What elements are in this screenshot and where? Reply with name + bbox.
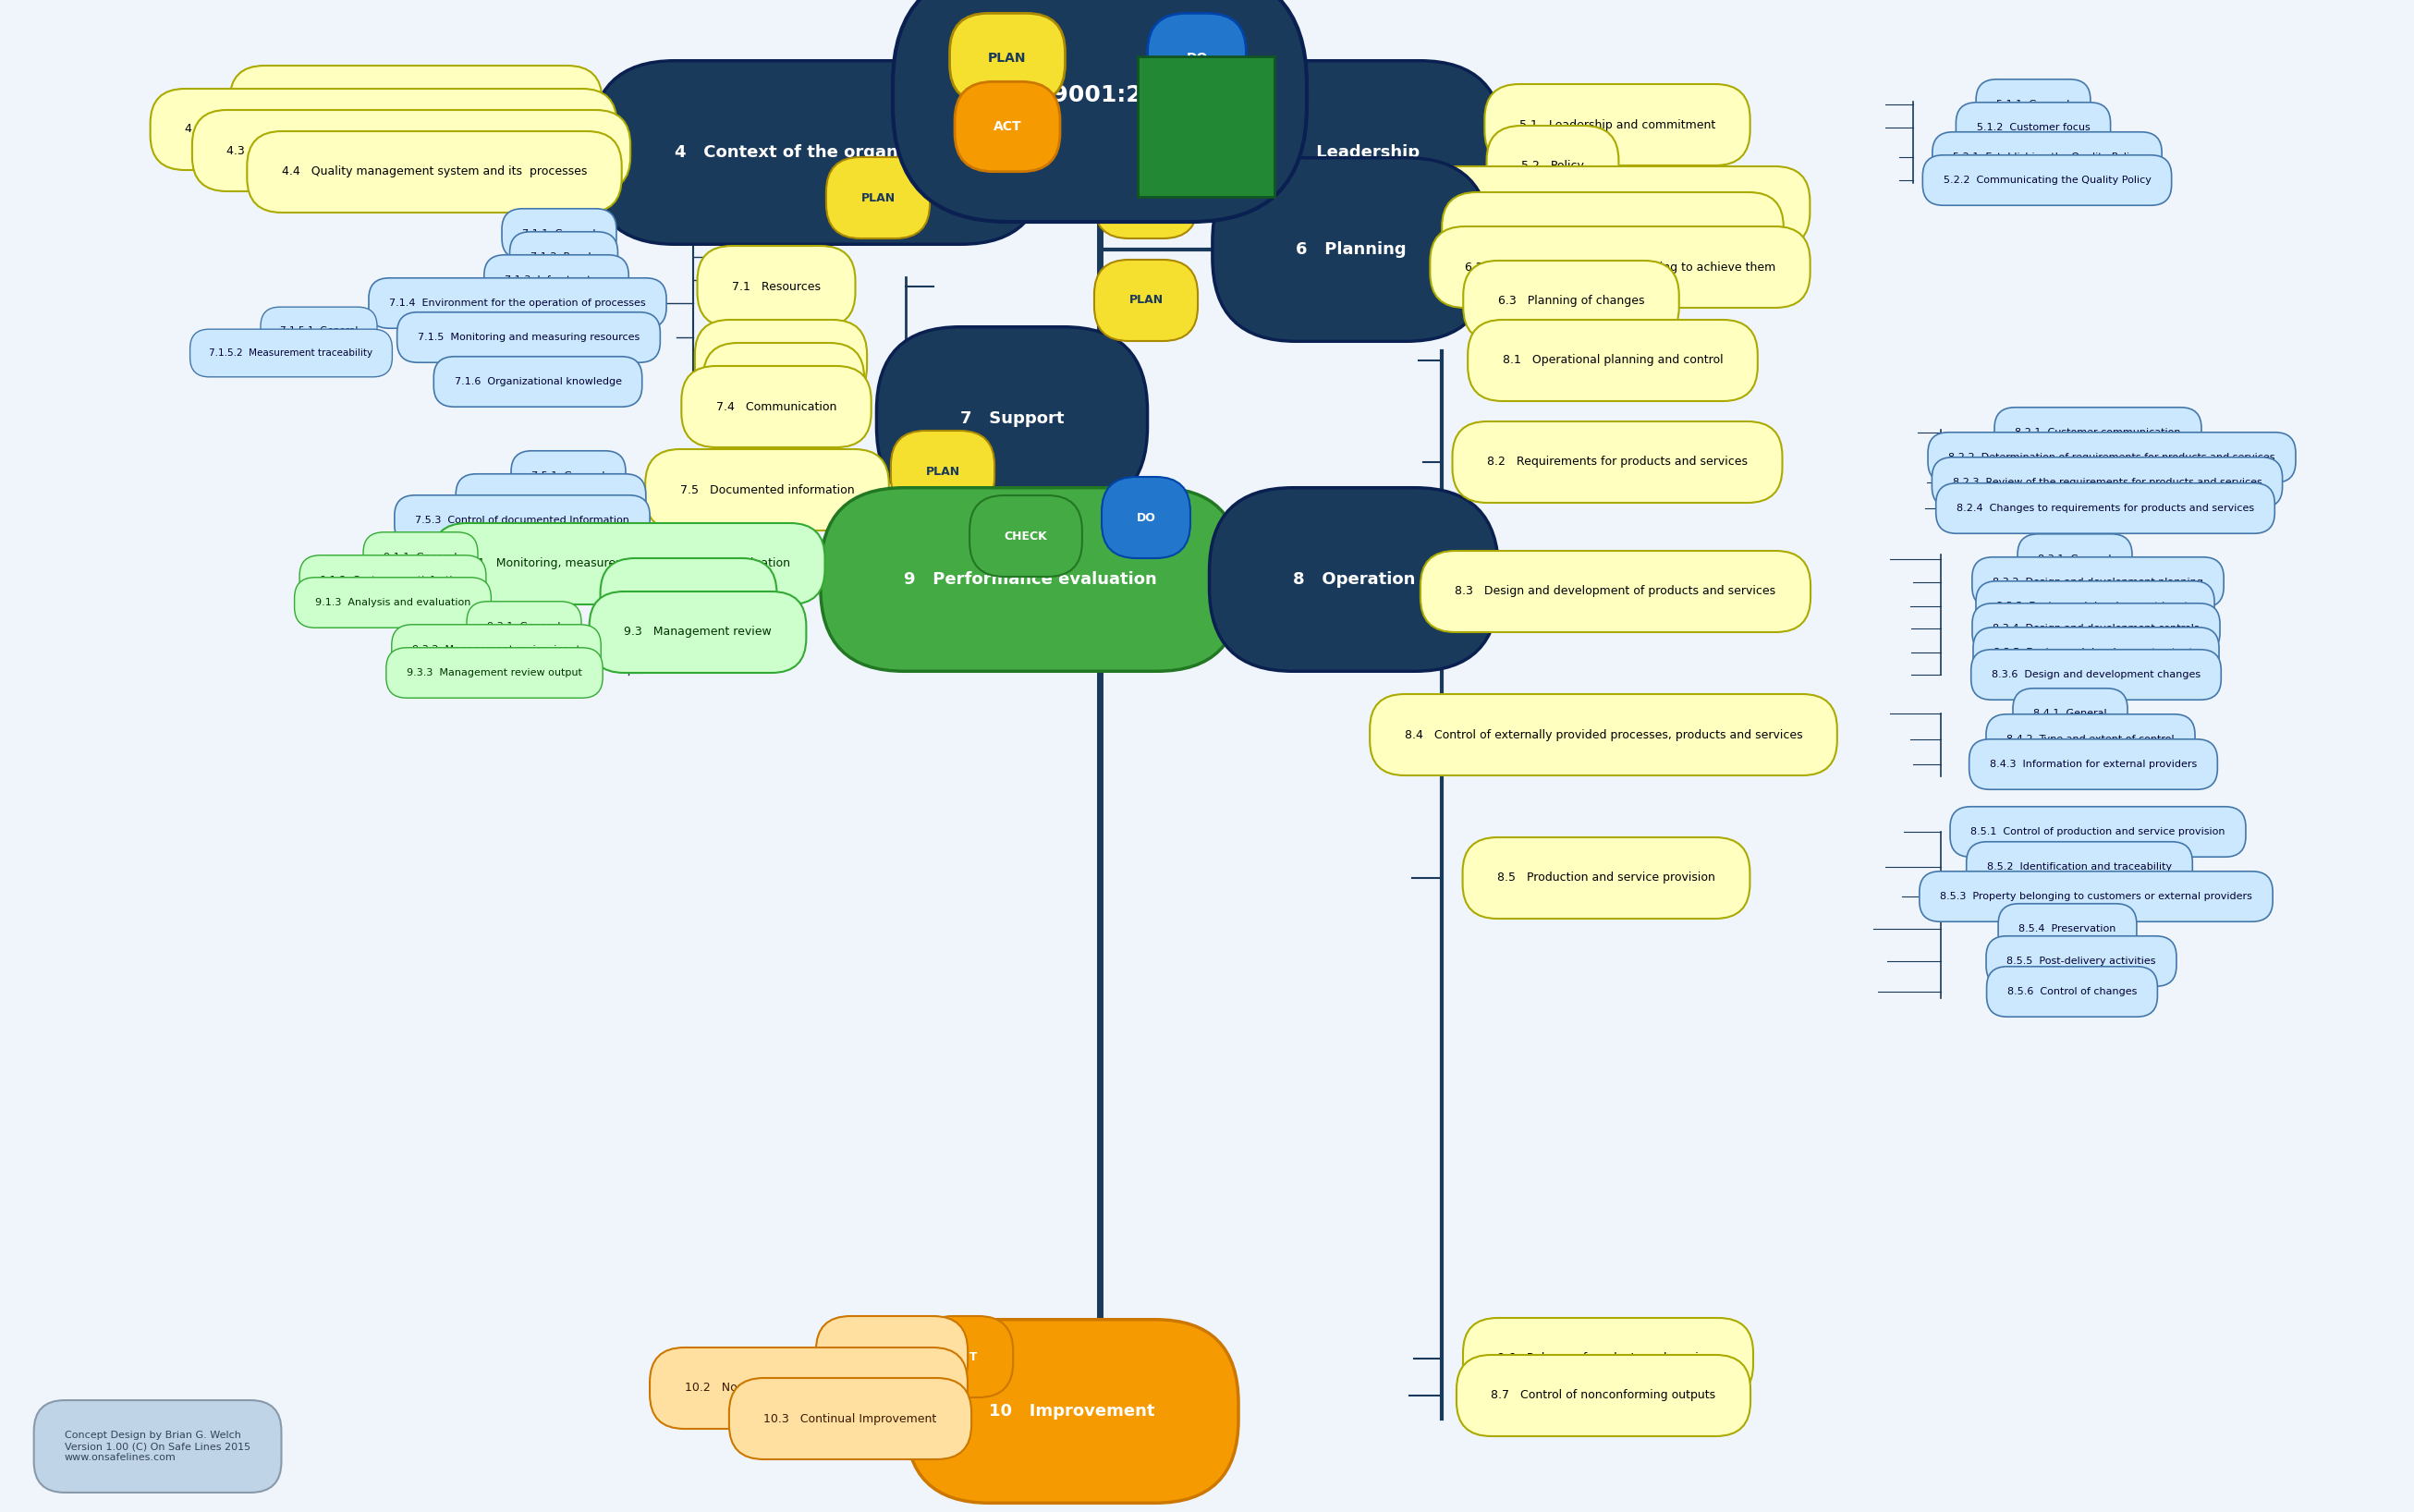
Text: 5.1.2  Customer focus: 5.1.2 Customer focus xyxy=(1977,122,2091,132)
Text: 9.3   Management review: 9.3 Management review xyxy=(623,626,772,638)
Text: 7.1.2  People: 7.1.2 People xyxy=(531,253,596,262)
Text: ACT: ACT xyxy=(992,119,1021,133)
Text: PLAN: PLAN xyxy=(862,192,896,204)
Text: 8.5.1  Control of production and service provision: 8.5.1 Control of production and service … xyxy=(1970,827,2226,836)
Text: PDCA cycle: PDCA cycle xyxy=(1060,24,1139,38)
Text: 8.4.3  Information for external providers: 8.4.3 Information for external providers xyxy=(1989,759,2197,770)
Text: 4   Context of the organization: 4 Context of the organization xyxy=(674,144,961,160)
Text: 7.5.3  Control of documented Information: 7.5.3 Control of documented Information xyxy=(415,516,630,525)
Text: 8.3.6  Design and development changes: 8.3.6 Design and development changes xyxy=(1992,670,2202,679)
Text: 8.2.4  Changes to requirements for products and services: 8.2.4 Changes to requirements for produc… xyxy=(1955,503,2255,513)
Text: 7.5.2  Creating and updating: 7.5.2 Creating and updating xyxy=(476,494,625,503)
Text: 6.1   Actions to address risks and opportunities: 6.1 Actions to address risks and opportu… xyxy=(1477,227,1748,239)
Text: 7.1.6  Organizational knowledge: 7.1.6 Organizational knowledge xyxy=(454,376,620,387)
Text: 6   Planning: 6 Planning xyxy=(1296,242,1407,259)
Text: 9.1   Monitoring, measurement, analysis and evaluation: 9.1 Monitoring, measurement, analysis an… xyxy=(466,558,789,570)
Text: 8.6   Release of products and services: 8.6 Release of products and services xyxy=(1497,1353,1719,1365)
Text: 8   Operation: 8 Operation xyxy=(1294,572,1415,588)
Text: 8.3.1  General: 8.3.1 General xyxy=(2037,555,2112,564)
Text: 9.3.2  Management review input: 9.3.2 Management review input xyxy=(413,646,579,655)
Text: 4.2  Understanding the needs and expectations of interested parties: 4.2 Understanding the needs and expectat… xyxy=(186,124,582,136)
Text: 8.5   Production and service provision: 8.5 Production and service provision xyxy=(1497,872,1716,885)
Text: 7.1.3  Infrastructure: 7.1.3 Infrastructure xyxy=(505,275,608,284)
Text: 8.3.4  Design and development controls: 8.3.4 Design and development controls xyxy=(1992,624,2199,634)
Text: 7.1.5.2  Measurement traceability: 7.1.5.2 Measurement traceability xyxy=(210,348,374,358)
Text: 5.3   Organizational roles, responsibilities and  authorities: 5.3 Organizational roles, responsibiliti… xyxy=(1441,201,1774,213)
Text: 7.1.4  Environment for the operation of processes: 7.1.4 Environment for the operation of p… xyxy=(389,298,647,308)
Text: 6.2   Quality objectives and planning to achieve them: 6.2 Quality objectives and planning to a… xyxy=(1465,262,1774,274)
Text: 8.3.5  Design and development outputs: 8.3.5 Design and development outputs xyxy=(1994,647,2199,658)
Text: PLAN: PLAN xyxy=(925,466,961,478)
Text: PLAN: PLAN xyxy=(1130,295,1164,307)
Text: 4.4   Quality management system and its  processes: 4.4 Quality management system and its pr… xyxy=(282,166,587,178)
Text: 8.4.1  General: 8.4.1 General xyxy=(2033,709,2107,718)
Text: 4.3   Determining the scope of the quality management system: 4.3 Determining the scope of the quality… xyxy=(227,145,596,157)
Text: 7.1.5  Monitoring and measuring resources: 7.1.5 Monitoring and measuring resources xyxy=(418,333,640,342)
Text: 9.3.1  General: 9.3.1 General xyxy=(488,621,560,631)
Text: 9.2   Internal audit: 9.2 Internal audit xyxy=(635,593,741,605)
Text: 5.2   Policy: 5.2 Policy xyxy=(1521,160,1584,172)
Text: ISO9001:2015: ISO9001:2015 xyxy=(1009,85,1190,106)
Text: 8.2.3  Review of the requirements for products and services: 8.2.3 Review of the requirements for pro… xyxy=(1953,478,2262,487)
Text: 8.5.3  Property belonging to customers or external providers: 8.5.3 Property belonging to customers or… xyxy=(1941,892,2252,901)
Text: 8.5.4  Preservation: 8.5.4 Preservation xyxy=(2018,924,2117,933)
Text: 6.3   Planning of changes: 6.3 Planning of changes xyxy=(1499,295,1644,307)
Text: DO: DO xyxy=(1185,51,1207,65)
Text: 10   Improvement: 10 Improvement xyxy=(990,1403,1154,1420)
Text: Concept Design by Brian G. Welch
Version 1.00 (C) On Safe Lines 2015
www.onsafel: Concept Design by Brian G. Welch Version… xyxy=(65,1430,251,1462)
Text: 5.1   Leadership and commitment: 5.1 Leadership and commitment xyxy=(1518,119,1716,130)
Text: 10.3   Continual Improvement: 10.3 Continual Improvement xyxy=(763,1412,937,1424)
Text: 8.1   Operational planning and control: 8.1 Operational planning and control xyxy=(1502,354,1724,366)
Text: ACT: ACT xyxy=(954,1350,978,1362)
Text: CHECK: CHECK xyxy=(1004,531,1048,541)
Text: 8.4.2  Type and extent of control: 8.4.2 Type and extent of control xyxy=(2006,735,2175,744)
Text: PLAN: PLAN xyxy=(987,51,1026,65)
Text: 8.4   Control of externally provided processes, products and services: 8.4 Control of externally provided proce… xyxy=(1405,729,1803,741)
Text: 5   Leadership: 5 Leadership xyxy=(1287,144,1419,160)
Text: 7.5   Documented information: 7.5 Documented information xyxy=(681,484,855,496)
Text: 8.3.2  Design and development planning: 8.3.2 Design and development planning xyxy=(1992,578,2204,587)
Text: 9.1.1  General: 9.1.1 General xyxy=(384,553,456,562)
Text: 4.1   Understanding the organization and its context: 4.1 Understanding the organization and i… xyxy=(266,100,567,112)
Text: 7.1.5.1  General: 7.1.5.1 General xyxy=(280,327,357,336)
Text: 5.1.1  General: 5.1.1 General xyxy=(1996,100,2069,109)
Text: 8.3   Design and development of products and services: 8.3 Design and development of products a… xyxy=(1456,585,1777,597)
Text: 8.5.6  Control of changes: 8.5.6 Control of changes xyxy=(2006,987,2136,996)
Text: 8.3.3  Design and development inputs: 8.3.3 Design and development inputs xyxy=(1996,602,2194,611)
Text: 7.5.1  General: 7.5.1 General xyxy=(531,472,606,481)
Text: 7.1   Resources: 7.1 Resources xyxy=(731,281,821,292)
Text: 7.1.1  General: 7.1.1 General xyxy=(521,230,596,239)
Text: 9.1.2  Customer satisfaction: 9.1.2 Customer satisfaction xyxy=(321,576,466,585)
Text: 7.3   Awareness: 7.3 Awareness xyxy=(739,378,830,390)
Text: 8.2   Requirements for products and services: 8.2 Requirements for products and servic… xyxy=(1487,457,1748,469)
Text: 9.3.3  Management review output: 9.3.3 Management review output xyxy=(406,668,582,677)
Text: 8.7   Control of nonconforming outputs: 8.7 Control of nonconforming outputs xyxy=(1492,1390,1716,1402)
Text: 8.2.1  Customer communication: 8.2.1 Customer communication xyxy=(2016,428,2180,437)
Text: PLAN: PLAN xyxy=(1130,192,1164,204)
Text: 8.5.5  Post-delivery activities: 8.5.5 Post-delivery activities xyxy=(2006,957,2156,966)
Text: DO: DO xyxy=(1137,511,1156,523)
Text: 8.5.2  Identification and traceability: 8.5.2 Identification and traceability xyxy=(1987,862,2173,871)
Text: 7.2   Competence: 7.2 Competence xyxy=(729,354,833,366)
Text: 7.4   Communication: 7.4 Communication xyxy=(717,401,838,413)
Text: 7   Support: 7 Support xyxy=(961,410,1065,426)
Text: 10.1   General: 10.1 General xyxy=(850,1350,934,1362)
Text: 5.2.2  Communicating the Quality Policy: 5.2.2 Communicating the Quality Policy xyxy=(1943,175,2151,184)
Text: 9.1.3  Analysis and evaluation: 9.1.3 Analysis and evaluation xyxy=(314,597,471,608)
Text: 8.2.2  Determination of requirements for products and services: 8.2.2 Determination of requirements for … xyxy=(1948,454,2274,463)
Text: 5.2.1  Establishing the Quality Policy: 5.2.1 Establishing the Quality Policy xyxy=(1953,153,2141,162)
Text: 9   Performance evaluation: 9 Performance evaluation xyxy=(903,572,1156,588)
Text: 10.2   Nonconformity and corrective action: 10.2 Nonconformity and corrective action xyxy=(686,1382,932,1394)
